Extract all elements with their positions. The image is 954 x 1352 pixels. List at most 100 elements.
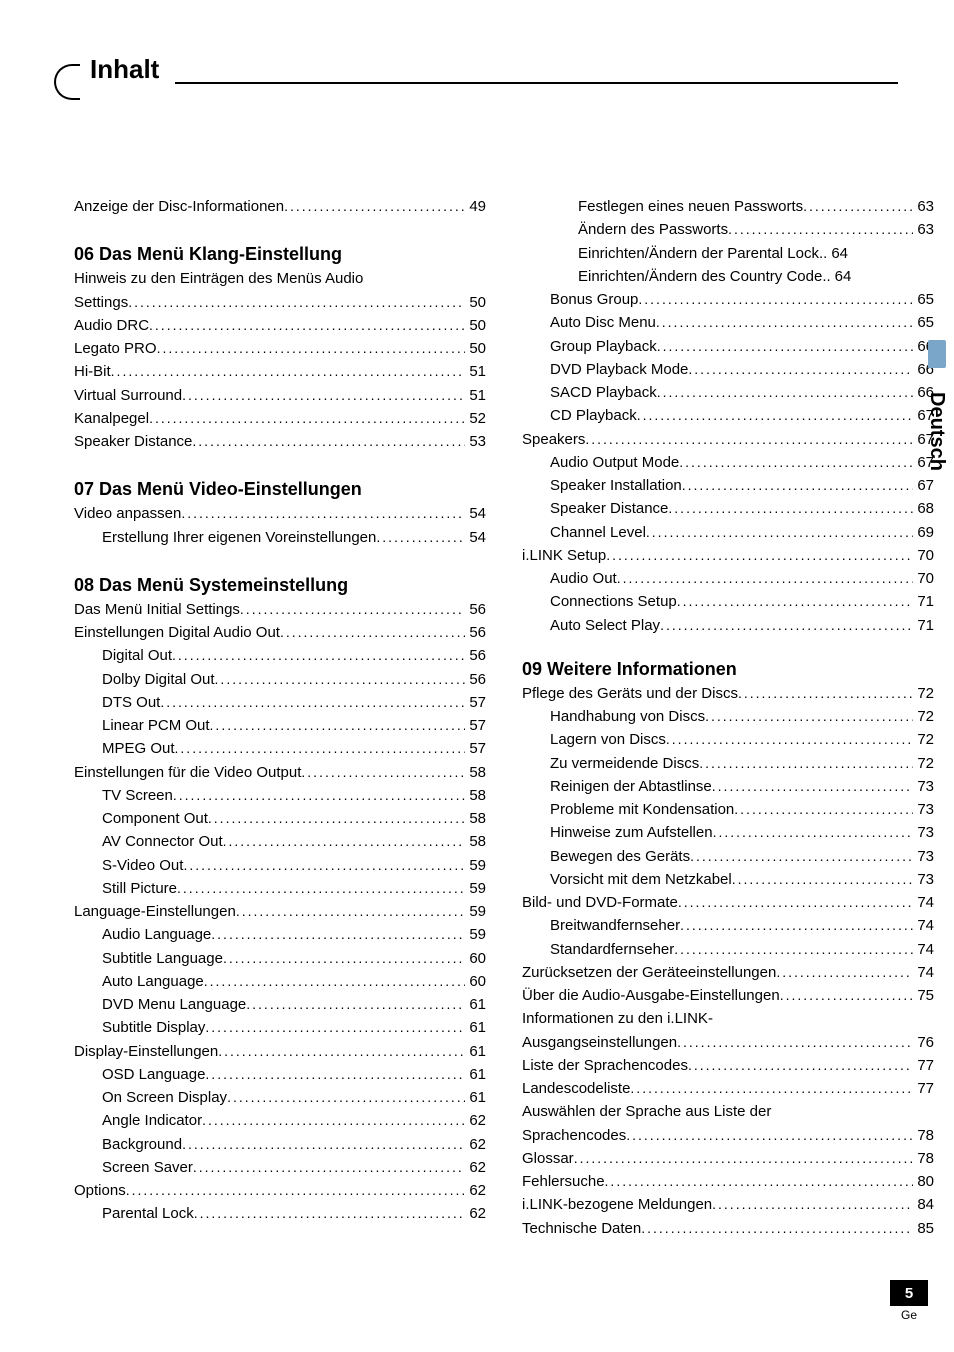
toc-entry: Einstellungen für die Video Output 58 — [74, 761, 486, 784]
toc-entry-label: Technische Daten — [522, 1217, 641, 1240]
toc-leader-dots — [666, 729, 913, 751]
toc-entry-page: 56 — [465, 621, 486, 644]
toc-right-column: Festlegen eines neuen Passworts 63Ändern… — [522, 195, 934, 1240]
toc-entry-label: Language-Einstellungen — [74, 900, 236, 923]
toc-leader-dots — [149, 408, 465, 430]
toc-entry-page: 74 — [913, 891, 934, 914]
document-page: Inhalt Anzeige der Disc-Informationen 49… — [0, 0, 954, 1352]
toc-leader-dots — [606, 545, 913, 567]
toc-entry-label: Einrichten/Ändern des Country Code — [522, 265, 822, 288]
toc-entry: Lagern von Discs 72 — [522, 728, 934, 751]
toc-entry: Anzeige der Disc-Informationen 49 — [74, 195, 486, 218]
toc-entry: Einrichten/Ändern der Parental Lock .. 6… — [522, 242, 934, 265]
toc-leader-dots — [713, 822, 914, 844]
toc-leader-dots — [210, 715, 466, 737]
toc-entry-label: Audio Out — [522, 567, 617, 590]
toc-entry: Channel Level 69 — [522, 521, 934, 544]
toc-leader-dots — [284, 196, 465, 218]
toc-entry-page: 56 — [465, 668, 486, 691]
toc-entry: Speaker Distance 53 — [74, 430, 486, 453]
toc-entry: DVD Playback Mode 66 — [522, 358, 934, 381]
toc-leader-dots — [177, 878, 465, 900]
toc-leader-dots — [194, 1203, 466, 1225]
toc-entry-label: Legato PRO — [74, 337, 157, 360]
toc-entry: Standardfernseher 74 — [522, 938, 934, 961]
toc-entry-label: Subtitle Display — [74, 1016, 205, 1039]
toc-leader-dots — [690, 846, 913, 868]
toc-entry-label: S-Video Out — [74, 854, 183, 877]
toc-entry-page: 77 — [913, 1077, 934, 1100]
toc-leader-dots — [678, 892, 913, 914]
toc-entry-label: Breitwandfernseher — [522, 914, 680, 937]
toc-leader-dots — [173, 785, 465, 807]
toc-entry-label: MPEG Out — [74, 737, 175, 760]
toc-leader-dots — [126, 1180, 466, 1202]
toc-entry-label: Component Out — [74, 807, 208, 830]
toc-entry-page: 51 — [465, 360, 486, 383]
toc-entry-page: 61 — [465, 1040, 486, 1063]
toc-entry-label: Linear PCM Out — [74, 714, 210, 737]
toc-entry-page: 68 — [913, 497, 934, 520]
page-footer: 5 Ge — [890, 1280, 928, 1322]
toc-leader-dots — [183, 855, 465, 877]
toc-entry-label: Group Playback — [522, 335, 657, 358]
toc-entry-label: Ausgangseinstellungen — [522, 1031, 677, 1054]
toc-entry-page: 59 — [465, 923, 486, 946]
toc-entry: Hinweise zum Aufstellen 73 — [522, 821, 934, 844]
toc-entry-label: Hinweise zum Aufstellen — [522, 821, 713, 844]
toc-leader-dots — [215, 669, 466, 691]
toc-entry-page: 60 — [465, 947, 486, 970]
toc-entry-label: Anzeige der Disc-Informationen — [74, 195, 284, 218]
toc-entry: AV Connector Out 58 — [74, 830, 486, 853]
toc-entry: Digital Out 56 — [74, 644, 486, 667]
toc-entry: Reinigen der Abtastlinse 73 — [522, 775, 934, 798]
section-heading: 06 Das Menü Klang-Einstellung — [74, 244, 486, 265]
toc-left-column: Anzeige der Disc-Informationen 49 06 Das … — [74, 195, 486, 1240]
toc-leader-dots — [657, 382, 914, 404]
toc-leader-dots — [205, 1064, 465, 1086]
toc-entry-page: 61 — [465, 993, 486, 1016]
toc-entry-label: AV Connector Out — [74, 830, 223, 853]
toc-entry: Einrichten/Ändern des Country Code .. 64 — [522, 265, 934, 288]
toc-entry-label: Still Picture — [74, 877, 177, 900]
toc-leader-dots — [111, 361, 466, 383]
toc-entry-label: i.LINK-bezogene Meldungen — [522, 1193, 712, 1216]
toc-leader-dots — [149, 315, 465, 337]
toc-entry-label: Festlegen eines neuen Passworts — [522, 195, 803, 218]
toc-entry-label: DVD Menu Language — [74, 993, 246, 1016]
toc-entry-label: Einstellungen Digital Audio Out — [74, 621, 280, 644]
toc-leader-dots — [175, 738, 466, 760]
toc-entry: S-Video Out 59 — [74, 854, 486, 877]
toc-leader-dots — [657, 336, 914, 358]
toc-entry-page: 63 — [913, 218, 934, 241]
toc-entry-label: Display-Einstellungen — [74, 1040, 218, 1063]
toc-entry-page: 50 — [465, 291, 486, 314]
toc-continuation-line: Informationen zu den i.LINK- — [522, 1007, 934, 1030]
toc-entry: i.LINK-bezogene Meldungen 84 — [522, 1193, 934, 1216]
toc-leader-dots — [605, 1171, 914, 1193]
header-rule — [74, 82, 898, 84]
toc-entry-page: 77 — [913, 1054, 934, 1077]
toc-entry-page: 59 — [465, 854, 486, 877]
toc-leader-dots — [193, 1157, 465, 1179]
toc-entry-page: 80 — [913, 1170, 934, 1193]
toc-entry-page: 69 — [913, 521, 934, 544]
toc-entry: Landescodeliste 77 — [522, 1077, 934, 1100]
toc-entry: Group Playback 66 — [522, 335, 934, 358]
toc-entry-label: Dolby Digital Out — [74, 668, 215, 691]
toc-entry-label: Angle Indicator — [74, 1109, 202, 1132]
toc-entry-label: Standardfernseher — [522, 938, 674, 961]
toc-leader-dots — [668, 498, 913, 520]
page-number: 5 — [890, 1280, 928, 1306]
toc-entry-label: i.LINK Setup — [522, 544, 606, 567]
toc-entry-page: 72 — [913, 682, 934, 705]
toc-leader-dots — [204, 971, 466, 993]
toc-entry: Auto Language 60 — [74, 970, 486, 993]
toc-entry: Bonus Group 65 — [522, 288, 934, 311]
toc-entry-label: Erstellung Ihrer eigenen Voreinstellunge… — [74, 526, 376, 549]
toc-entry-page: 62 — [465, 1179, 486, 1202]
toc-leader-dots — [682, 475, 914, 497]
toc-entry-page: 51 — [465, 384, 486, 407]
toc-entry: Sprachencodes 78 — [522, 1124, 934, 1147]
toc-entry-page: 58 — [465, 761, 486, 784]
